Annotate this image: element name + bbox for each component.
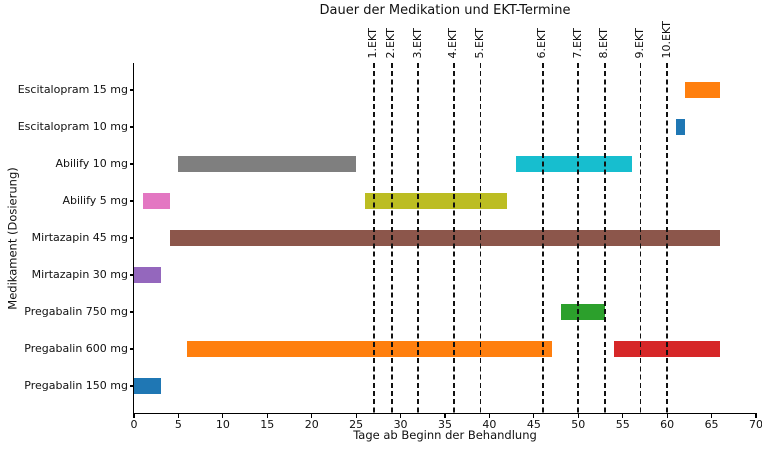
x-tick-mark xyxy=(133,414,135,418)
x-tick-mark xyxy=(710,414,713,418)
x-tick-label: 5 xyxy=(174,418,182,431)
x-tick-label: 60 xyxy=(660,418,675,431)
y-tick-label: Mirtazapin 45 mg xyxy=(31,231,128,244)
y-tick-mark xyxy=(129,237,134,239)
ekt-event-line xyxy=(577,63,580,413)
plot-area xyxy=(134,63,756,413)
y-tick-label: Pregabalin 150 mg xyxy=(24,379,128,392)
x-tick-mark xyxy=(266,414,268,418)
ekt-event-label: 1.EKT xyxy=(366,28,380,59)
ekt-event-line xyxy=(479,63,482,413)
medication-bar xyxy=(187,341,552,357)
ekt-event-line xyxy=(639,63,642,413)
medication-bar xyxy=(134,267,161,283)
y-tick-label: Abilify 10 mg xyxy=(55,157,128,170)
x-tick-mark xyxy=(622,414,624,418)
y-tick-label: Escitalopram 15 mg xyxy=(17,83,128,96)
y-tick-mark xyxy=(129,200,134,202)
ekt-event-label: 3.EKT xyxy=(410,28,424,59)
y-tick-mark xyxy=(129,89,134,91)
y-tick-mark xyxy=(129,274,134,276)
chart-title: Dauer der Medikation und EKT-Termine xyxy=(319,3,571,18)
ekt-event-line xyxy=(373,63,375,413)
medication-bar xyxy=(142,193,170,209)
ekt-event-label: 8.EKT xyxy=(597,28,611,59)
y-tick-label: Pregabalin 750 mg xyxy=(24,305,128,318)
x-tick-mark xyxy=(222,414,224,418)
x-tick-label: 70 xyxy=(749,418,762,431)
x-tick-mark xyxy=(311,414,313,418)
medication-bar xyxy=(560,304,605,320)
ekt-event-label: 4.EKT xyxy=(446,28,460,59)
y-tick-mark xyxy=(129,126,134,128)
y-tick-mark xyxy=(129,311,134,313)
medication-bar xyxy=(676,119,685,135)
ekt-event-line xyxy=(604,63,606,413)
ekt-event-label: 6.EKT xyxy=(535,28,549,59)
x-tick-label: 55 xyxy=(615,418,630,431)
y-tick-mark xyxy=(129,348,134,350)
ekt-event-label: 10.EKT xyxy=(659,21,673,59)
x-axis-label: Tage ab Beginn der Behandlung xyxy=(353,428,537,442)
x-tick-mark xyxy=(577,414,579,418)
ekt-event-line xyxy=(417,63,420,413)
medication-bar xyxy=(134,378,161,394)
ekt-event-label: 9.EKT xyxy=(632,28,646,59)
x-tick-mark xyxy=(488,414,491,418)
ekt-event-line xyxy=(453,63,455,413)
x-axis-spine xyxy=(133,413,757,415)
y-tick-label: Mirtazapin 30 mg xyxy=(31,268,128,281)
ekt-event-line xyxy=(666,63,668,413)
medication-bar xyxy=(169,230,721,246)
medication-bar xyxy=(178,156,357,172)
x-tick-label: 30 xyxy=(393,418,408,431)
x-tick-mark xyxy=(533,414,535,418)
ekt-event-label: 7.EKT xyxy=(570,28,584,59)
ekt-event-label: 2.EKT xyxy=(384,28,398,59)
x-tick-mark xyxy=(399,414,402,418)
x-tick-label: 35 xyxy=(438,418,452,431)
y-tick-label: Pregabalin 600 mg xyxy=(24,342,128,355)
y-tick-label: Abilify 5 mg xyxy=(62,194,128,207)
medication-bar xyxy=(684,82,721,98)
x-tick-mark xyxy=(666,414,668,418)
x-tick-label: 40 xyxy=(482,418,497,431)
x-tick-mark xyxy=(355,414,357,418)
x-tick-label: 45 xyxy=(526,418,541,431)
x-tick-mark xyxy=(755,414,757,418)
x-tick-label: 20 xyxy=(304,418,319,431)
y-tick-mark xyxy=(129,163,134,165)
x-tick-mark xyxy=(177,414,180,418)
x-tick-label: 25 xyxy=(349,418,364,431)
medication-bar xyxy=(516,156,632,172)
x-tick-label: 50 xyxy=(571,418,586,431)
x-tick-label: 65 xyxy=(704,418,719,431)
x-tick-label: 10 xyxy=(215,418,230,431)
y-tick-label: Escitalopram 10 mg xyxy=(17,120,128,133)
y-tick-mark xyxy=(129,385,134,387)
ekt-event-label: 5.EKT xyxy=(473,28,487,59)
x-tick-label: 15 xyxy=(260,418,275,431)
ekt-event-line xyxy=(390,63,393,413)
y-axis-spine xyxy=(133,63,135,414)
medication-bar xyxy=(365,193,508,209)
x-tick-label: 0 xyxy=(130,418,138,431)
x-tick-mark xyxy=(444,414,446,418)
ekt-event-line xyxy=(541,63,544,413)
